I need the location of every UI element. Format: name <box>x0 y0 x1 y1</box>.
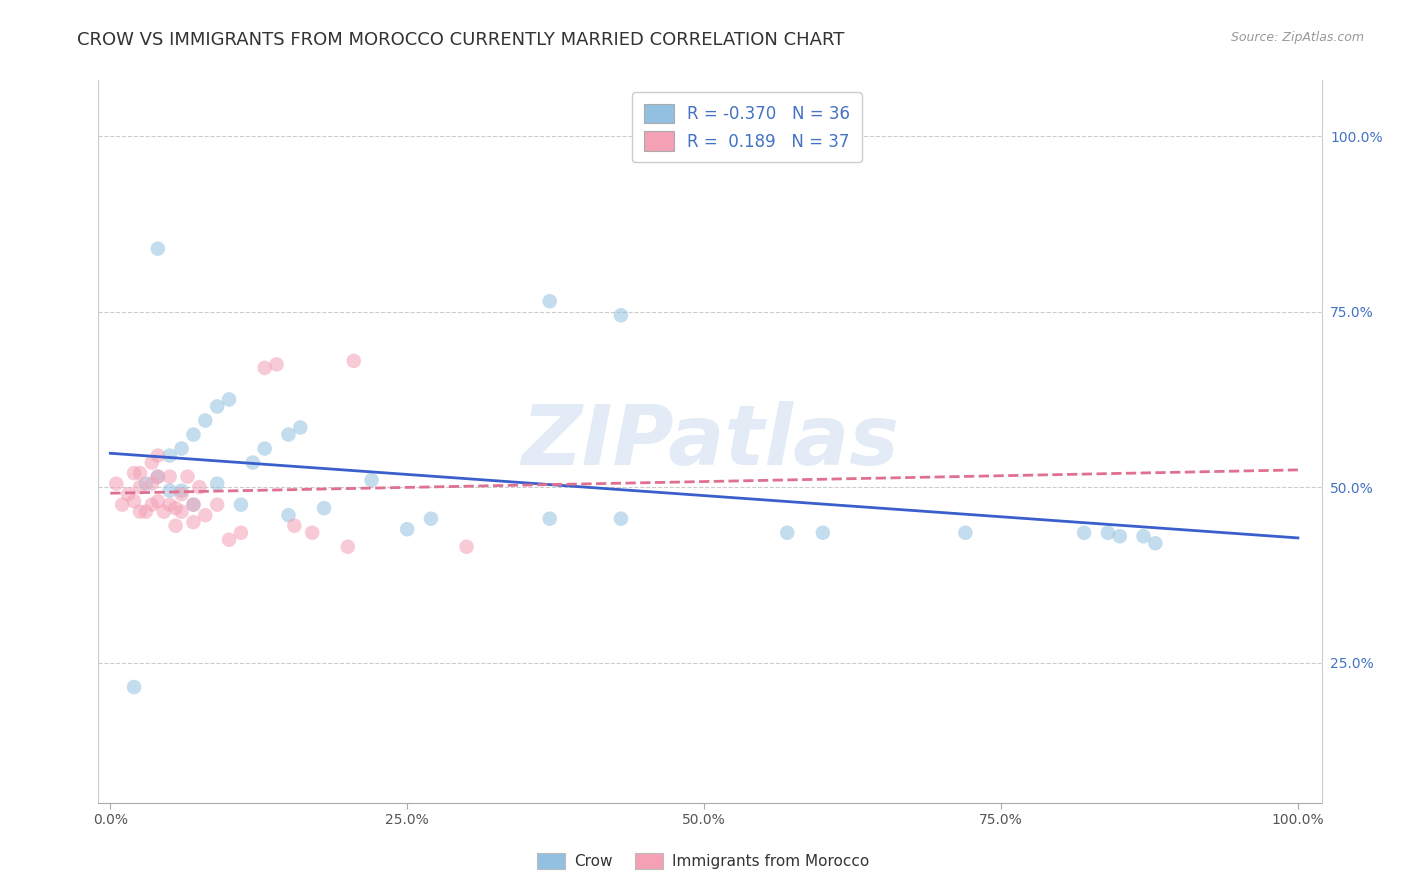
Point <box>955 525 977 540</box>
Point <box>266 357 288 371</box>
Point <box>229 525 252 540</box>
Point <box>1073 525 1095 540</box>
Point <box>253 360 276 375</box>
Point <box>159 483 181 498</box>
Point <box>170 483 193 498</box>
Text: CROW VS IMMIGRANTS FROM MOROCCO CURRENTLY MARRIED CORRELATION CHART: CROW VS IMMIGRANTS FROM MOROCCO CURRENTL… <box>77 31 845 49</box>
Point <box>141 456 163 470</box>
Legend: R = -0.370   N = 36, R =  0.189   N = 37: R = -0.370 N = 36, R = 0.189 N = 37 <box>631 92 862 162</box>
Point <box>205 400 228 414</box>
Point <box>312 501 335 516</box>
Point <box>146 494 169 508</box>
Point <box>610 308 633 322</box>
Point <box>105 476 128 491</box>
Point <box>776 525 799 540</box>
Point <box>170 487 193 501</box>
Point <box>122 680 145 694</box>
Point <box>165 518 187 533</box>
Point <box>183 498 205 512</box>
Point <box>1144 536 1167 550</box>
Point <box>183 427 205 442</box>
Point <box>205 498 228 512</box>
Point <box>277 427 299 442</box>
Point <box>129 505 152 519</box>
Point <box>1108 529 1130 543</box>
Point <box>129 466 152 480</box>
Point <box>218 533 240 547</box>
Point <box>277 508 299 523</box>
Point <box>420 512 443 526</box>
Point <box>194 508 217 523</box>
Point <box>111 498 134 512</box>
Point <box>188 480 211 494</box>
Legend: Crow, Immigrants from Morocco: Crow, Immigrants from Morocco <box>531 847 875 875</box>
Point <box>218 392 240 407</box>
Text: ZIPatlas: ZIPatlas <box>522 401 898 482</box>
Point <box>343 354 366 368</box>
Point <box>194 413 217 427</box>
Point <box>141 476 163 491</box>
Point <box>811 525 834 540</box>
Point <box>1132 529 1154 543</box>
Point <box>146 449 169 463</box>
Point <box>290 420 312 434</box>
Text: Source: ZipAtlas.com: Source: ZipAtlas.com <box>1230 31 1364 45</box>
Point <box>283 518 305 533</box>
Point <box>152 505 174 519</box>
Point <box>122 494 145 508</box>
Point <box>242 456 264 470</box>
Point <box>135 476 157 491</box>
Point <box>456 540 478 554</box>
Point <box>1097 525 1119 540</box>
Point <box>165 501 187 516</box>
Point <box>170 505 193 519</box>
Point <box>122 466 145 480</box>
Point <box>129 480 152 494</box>
Point <box>159 449 181 463</box>
Point <box>176 469 198 483</box>
Point <box>610 512 633 526</box>
Point <box>183 515 205 529</box>
Point <box>396 522 419 536</box>
Point <box>205 476 228 491</box>
Point <box>135 505 157 519</box>
Point <box>538 512 561 526</box>
Point <box>253 442 276 456</box>
Point <box>146 469 169 483</box>
Point <box>146 469 169 483</box>
Point <box>170 442 193 456</box>
Point <box>360 473 382 487</box>
Point <box>183 498 205 512</box>
Point <box>159 469 181 483</box>
Point <box>336 540 359 554</box>
Point <box>141 498 163 512</box>
Point <box>301 525 323 540</box>
Point <box>146 242 169 256</box>
Point <box>159 498 181 512</box>
Point <box>117 487 139 501</box>
Point <box>538 294 561 309</box>
Point <box>229 498 252 512</box>
